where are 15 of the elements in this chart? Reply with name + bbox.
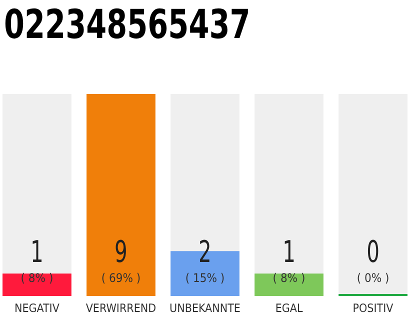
data-label: 9 [114, 234, 128, 270]
data-label: 1 [282, 234, 296, 270]
annotation: ( 69% ) [101, 271, 141, 285]
data-label: 1 [30, 234, 44, 270]
annotation: ( 15% ) [185, 271, 225, 285]
annotation: ( 8% ) [272, 271, 306, 285]
annotation: ( 8% ) [20, 271, 54, 285]
x-tick-label: EGAL [275, 301, 303, 315]
data-label: 0 [366, 234, 380, 270]
annotation: ( 0% ) [356, 271, 390, 285]
x-tick-label: VERWIRREND [86, 301, 156, 315]
x-tick-label: NEGATIV [14, 301, 60, 315]
x-tick-label: UNBEKANNTE [170, 301, 240, 315]
chart-title: 022348565437 [4, 0, 250, 48]
x-tick-label: POSITIV [352, 301, 394, 315]
